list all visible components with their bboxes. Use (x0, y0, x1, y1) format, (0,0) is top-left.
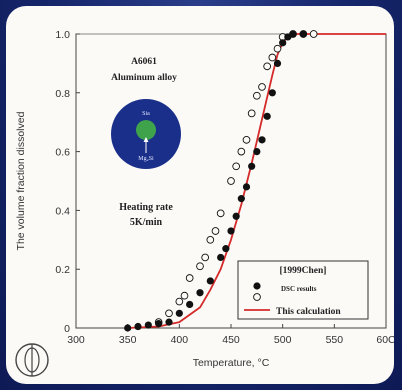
dsc-open-point (247, 109, 256, 118)
alloy-label-line1: A6061 (131, 57, 157, 67)
dsc-open-point (211, 227, 220, 235)
dsc-filled-point (196, 289, 204, 297)
legend-open-marker (253, 293, 261, 301)
y-tick-label: 0 (64, 323, 70, 335)
dsc-filled-point (232, 212, 240, 220)
dsc-open-point (263, 62, 272, 71)
dsc-filled-point (248, 162, 256, 170)
inset-top-label: Sia (142, 111, 150, 117)
dsc-open-point (180, 291, 189, 300)
dsc-open-point (216, 209, 225, 218)
dsc-open-point (201, 253, 210, 262)
dsc-filled-point (279, 39, 287, 47)
dsc-open-point (237, 147, 246, 156)
legend-dsc-label: DSC results (281, 285, 317, 293)
dsc-open-point (258, 83, 266, 91)
dsc-open-point (196, 262, 204, 271)
y-axis-label: The volume fraction dissolved (15, 111, 27, 250)
dsc-filled-point (263, 112, 271, 120)
dsc-filled-point (217, 253, 225, 262)
x-tick-label: 450 (222, 334, 240, 346)
dsc-filled-point (124, 324, 132, 332)
dsc-open-point (268, 53, 277, 62)
y-tick-label: 0.4 (55, 205, 70, 217)
y-tick-label: 0.8 (55, 88, 70, 100)
legend: [1999Chen] DSC results This calculation (237, 260, 369, 320)
dsc-filled-point (227, 227, 235, 235)
dsc-filled-point (268, 89, 276, 97)
x-tick-label: 350 (119, 334, 137, 346)
dsc-filled-point (253, 148, 261, 156)
y-ticks: 0 0.2 0.4 0.6 0.8 1.0 (55, 29, 80, 335)
dsc-filled-point (299, 30, 307, 38)
dsc-filled-point (144, 321, 152, 329)
y-tick-label: 1.0 (55, 29, 70, 41)
heating-rate-line2: 5K/min (130, 217, 163, 228)
dsc-markers-layer (124, 30, 318, 332)
dsc-filled-point (222, 245, 230, 253)
dsc-open-point (309, 30, 318, 38)
dsc-filled-point (242, 183, 251, 191)
dsc-filled-point (289, 30, 297, 38)
dsc-open-point (206, 235, 215, 244)
dsc-filled-point (258, 136, 266, 144)
alloy-label-line2: Aluminum alloy (111, 73, 177, 83)
dsc-filled-point (175, 309, 183, 317)
x-tick-label: 400 (171, 334, 189, 346)
chart-svg: The volume fraction dissolved Temperatur… (15, 29, 394, 369)
heating-rate-line1: Heating rate (119, 202, 173, 213)
dsc-open-point (227, 177, 235, 185)
dsc-filled-point (155, 319, 163, 328)
dsc-open-point (232, 162, 241, 171)
dsc-open-point (175, 297, 184, 306)
dsc-filled-point (206, 277, 214, 285)
y-tick-label: 0.2 (55, 264, 70, 276)
dsc-filled-point (165, 318, 173, 326)
x-tick-label: 300 (67, 334, 85, 346)
dsc-open-point (252, 91, 261, 100)
dsc-filled-point (134, 322, 142, 331)
y-tick-label: 0.6 (55, 147, 70, 159)
legend-filled-marker (253, 282, 261, 290)
x-ticks: 300 350 400 450 500 550 60C (67, 324, 394, 346)
dsc-filled-point (186, 300, 194, 309)
dsc-filled-point (237, 195, 245, 203)
dsc-open-point (185, 274, 194, 282)
x-tick-label: 60C (376, 334, 394, 346)
precipitate-inset: Sia Mg₂Si (111, 99, 181, 169)
legend-calculation-label: This calculation (276, 307, 341, 317)
dsc-open-point (273, 44, 282, 53)
x-axis-label: Temperature, °C (193, 357, 270, 369)
legend-title: [1999Chen] (280, 266, 327, 276)
dsc-open-point (165, 309, 173, 318)
dsc-filled-point (273, 59, 282, 67)
x-tick-label: 500 (274, 334, 292, 346)
x-tick-label: 550 (326, 334, 344, 346)
chart-card: The volume fraction dissolved Temperatur… (6, 6, 394, 384)
inset-bottom-label: Mg₂Si (138, 156, 154, 162)
dsc-open-point (242, 135, 251, 144)
publisher-logo (15, 343, 49, 377)
